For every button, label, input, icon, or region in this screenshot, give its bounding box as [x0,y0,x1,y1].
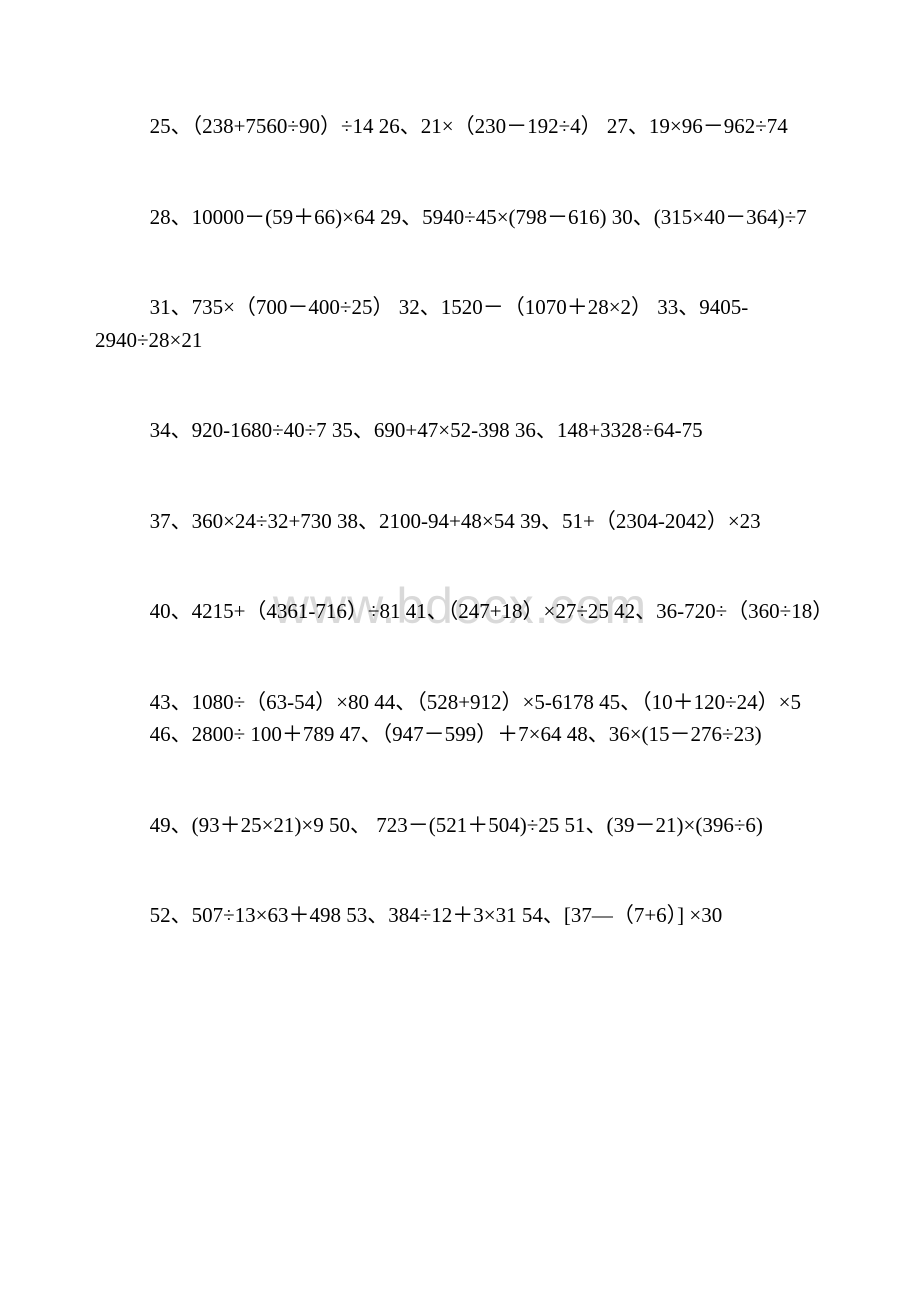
math-line-25-27: 25、（238+7560÷90）÷14 26、21×（230－192÷4） 27… [95,110,825,143]
math-line-46-48: 46、2800÷ 100＋789 47、（947－599）＋7×64 48、36… [95,718,825,751]
math-line-37-39: 37、360×24÷32+730 38、2100-94+48×54 39、51+… [95,505,825,538]
math-line-34-36: 34、920-1680÷40÷7 35、690+47×52-398 36、148… [95,414,825,447]
math-line-31-33: 31、735×（700－400÷25） 32、1520－（1070＋28×2） … [95,291,825,356]
math-line-40-42: 40、4215+（4361-716）÷81 41、（247+18）×27÷25 … [95,595,825,628]
document-content: 25、（238+7560÷90）÷14 26、21×（230－192÷4） 27… [95,110,825,932]
math-line-52-54: 52、507÷13×63＋498 53、384÷12＋3×31 54、[37—（… [95,899,825,932]
math-line-43-45: 43、1080÷（63-54）×80 44、（528+912）×5-6178 4… [95,686,825,719]
math-line-28-30: 28、10000－(59＋66)×64 29、5940÷45×(798－616)… [95,201,825,234]
math-line-49-51: 49、(93＋25×21)×9 50、 723－(521＋504)÷25 51、… [95,809,825,842]
